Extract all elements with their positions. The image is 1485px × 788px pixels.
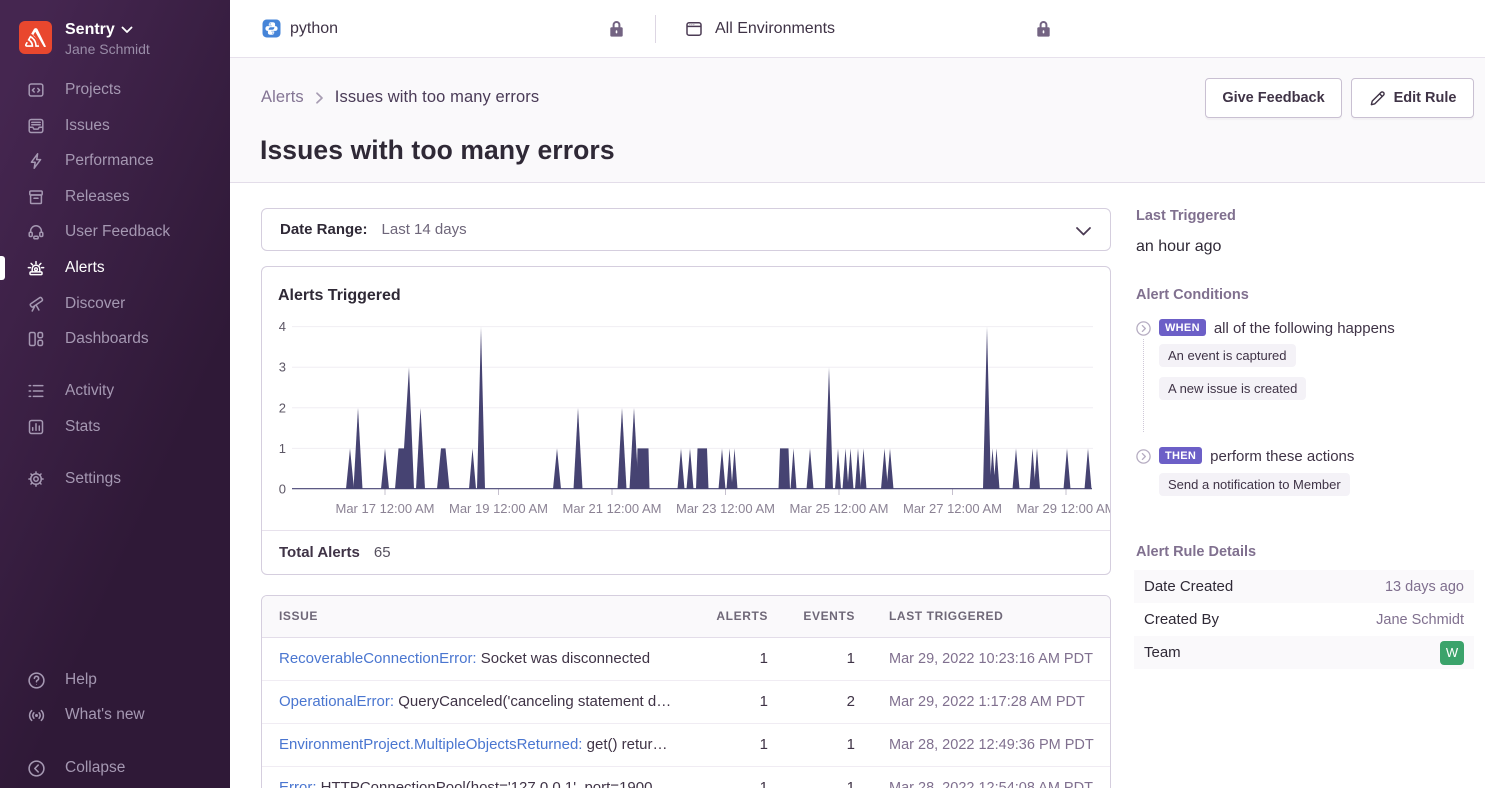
svg-text:4: 4 (279, 319, 286, 334)
svg-text:2: 2 (279, 400, 286, 415)
svg-text:Mar 19 12:00 AM: Mar 19 12:00 AM (449, 501, 548, 516)
svg-text:Mar 25 12:00 AM: Mar 25 12:00 AM (790, 501, 889, 516)
svg-text:Mar 23 12:00 AM: Mar 23 12:00 AM (676, 501, 775, 516)
svg-text:3: 3 (279, 360, 286, 375)
svg-text:1: 1 (279, 441, 286, 456)
svg-text:Mar 17 12:00 AM: Mar 17 12:00 AM (336, 501, 435, 516)
svg-text:0: 0 (279, 482, 286, 497)
svg-text:Mar 29 12:00 AM: Mar 29 12:00 AM (1017, 501, 1111, 516)
svg-text:Mar 21 12:00 AM: Mar 21 12:00 AM (563, 501, 662, 516)
svg-text:Mar 27 12:00 AM: Mar 27 12:00 AM (903, 501, 1002, 516)
